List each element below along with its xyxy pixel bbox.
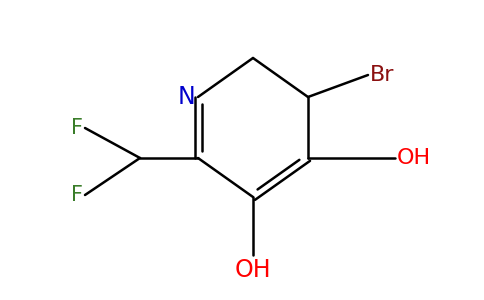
Text: Br: Br — [370, 65, 394, 85]
Text: N: N — [177, 85, 195, 109]
Text: OH: OH — [235, 258, 272, 282]
Text: OH: OH — [397, 148, 431, 168]
Text: F: F — [71, 118, 83, 138]
Text: F: F — [71, 185, 83, 205]
